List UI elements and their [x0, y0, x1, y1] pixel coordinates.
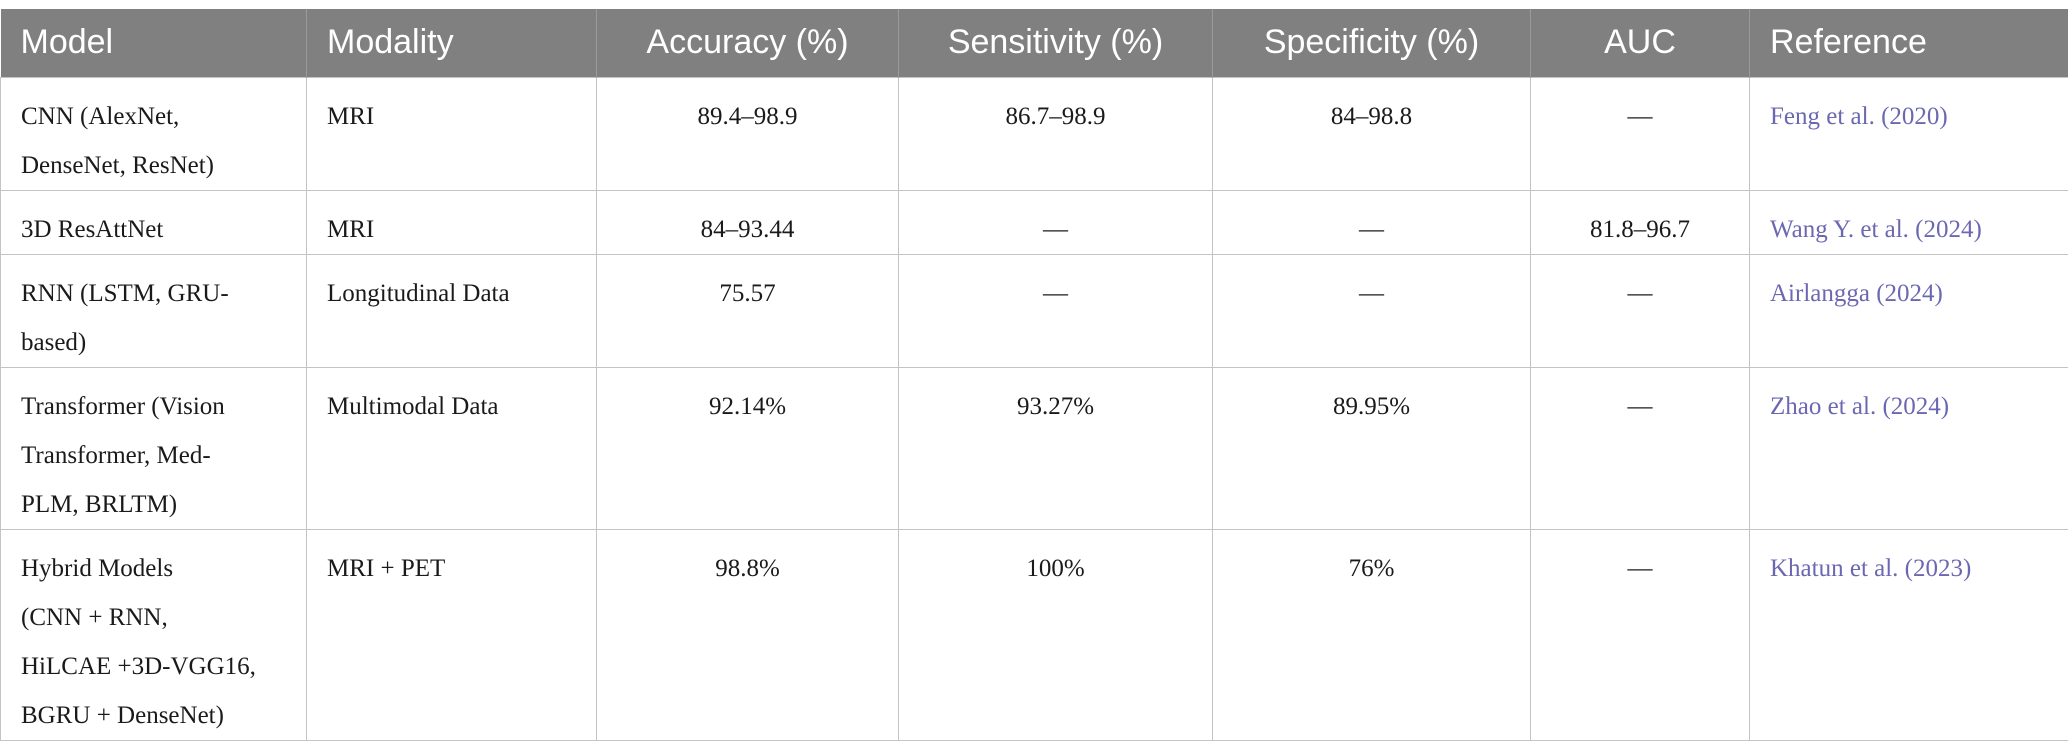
cell-auc: 81.8–96.7: [1530, 189, 1750, 255]
cell-model-line: HiLCAE +3D-VGG16,: [21, 652, 256, 680]
cell-specificity: —: [1212, 189, 1531, 255]
cell-model-line: CNN (AlexNet,: [21, 102, 180, 130]
cell-specificity: 84–98.8: [1212, 76, 1531, 191]
cell-model: 3D ResAttNet: [0, 189, 307, 255]
cell-modality: MRI: [306, 189, 597, 255]
reference-link[interactable]: Airlangga (2024): [1749, 253, 2068, 368]
header-accuracy: Accuracy (%): [596, 9, 899, 77]
cell-sensitivity: —: [898, 189, 1213, 255]
cell-model-line: (CNN + RNN,: [21, 603, 168, 631]
cell-model: Hybrid Models (CNN + RNN, HiLCAE +3D-VGG…: [0, 528, 307, 741]
table-row: RNN (LSTM, GRU- based) Longitudinal Data…: [0, 253, 2068, 368]
cell-accuracy: 89.4–98.9: [596, 76, 899, 191]
cell-model-line: based): [21, 328, 87, 356]
header-specificity: Specificity (%): [1212, 9, 1531, 77]
cell-model-line: 3D ResAttNet: [21, 215, 164, 243]
cell-model-line: PLM, BRLTM): [21, 490, 178, 518]
reference-link[interactable]: Khatun et al. (2023): [1749, 528, 2068, 741]
cell-model-line: BGRU + DenseNet): [21, 701, 224, 729]
cell-modality: Longitudinal Data: [306, 253, 597, 368]
cell-model: RNN (LSTM, GRU- based): [0, 253, 307, 368]
cell-model-line: Transformer, Med-: [21, 441, 211, 469]
cell-accuracy: 98.8%: [596, 528, 899, 741]
cell-model-line: Hybrid Models: [21, 554, 174, 582]
cell-model: CNN (AlexNet, DenseNet, ResNet): [0, 76, 307, 191]
reference-link[interactable]: Feng et al. (2020): [1749, 76, 2068, 191]
cell-modality: MRI: [306, 76, 597, 191]
model-comparison-table: Model Modality Accuracy (%) Sensitivity …: [0, 9, 2068, 741]
cell-model-line: RNN (LSTM, GRU-: [21, 279, 229, 307]
table-row: Transformer (Vision Transformer, Med- PL…: [0, 366, 2068, 530]
cell-sensitivity: —: [898, 253, 1213, 368]
cell-sensitivity: 93.27%: [898, 366, 1213, 530]
cell-model: Transformer (Vision Transformer, Med- PL…: [0, 366, 307, 530]
table-row: Hybrid Models (CNN + RNN, HiLCAE +3D-VGG…: [0, 528, 2068, 741]
table-row: CNN (AlexNet, DenseNet, ResNet) MRI 89.4…: [0, 76, 2068, 191]
header-modality: Modality: [306, 9, 597, 77]
header-sensitivity: Sensitivity (%): [898, 9, 1213, 77]
cell-accuracy: 92.14%: [596, 366, 899, 530]
cell-accuracy: 84–93.44: [596, 189, 899, 255]
header-reference: Reference: [1749, 9, 2068, 77]
header-model: Model: [20, 23, 114, 62]
table-header-row: Model Modality Accuracy (%) Sensitivity …: [0, 9, 2068, 77]
cell-model-line: Transformer (Vision: [21, 392, 225, 420]
cell-sensitivity: 100%: [898, 528, 1213, 741]
cell-auc: —: [1530, 253, 1750, 368]
cell-specificity: 89.95%: [1212, 366, 1531, 530]
cell-auc: —: [1530, 528, 1750, 741]
cell-modality: Multimodal Data: [306, 366, 597, 530]
cell-auc: —: [1530, 366, 1750, 530]
table-row: 3D ResAttNet MRI 84–93.44 — — 81.8–96.7 …: [0, 189, 2068, 255]
cell-specificity: 76%: [1212, 528, 1531, 741]
cell-accuracy: 75.57: [596, 253, 899, 368]
cell-model-line: DenseNet, ResNet): [21, 151, 214, 179]
cell-auc: —: [1530, 76, 1750, 191]
reference-link[interactable]: Wang Y. et al. (2024): [1749, 189, 2068, 255]
header-auc: AUC: [1530, 9, 1750, 77]
reference-link[interactable]: Zhao et al. (2024): [1749, 366, 2068, 530]
cell-modality: MRI + PET: [306, 528, 597, 741]
cell-sensitivity: 86.7–98.9: [898, 76, 1213, 191]
cell-specificity: —: [1212, 253, 1531, 368]
